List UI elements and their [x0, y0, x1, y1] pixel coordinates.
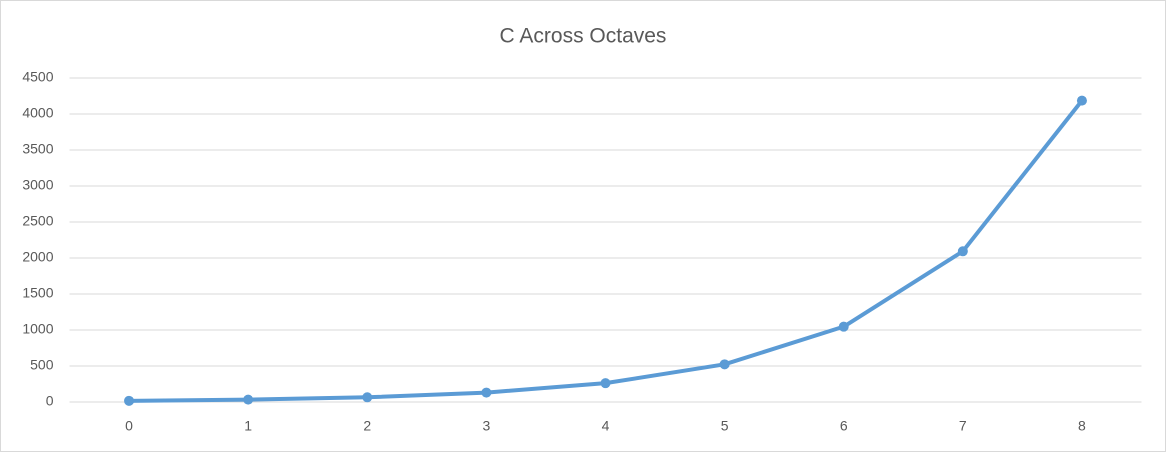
chart-title: C Across Octaves [500, 25, 667, 48]
y-tick-label: 3500 [22, 141, 53, 157]
data-point [481, 387, 492, 398]
x-tick-label: 1 [244, 418, 252, 434]
data-point [243, 394, 254, 405]
x-tick-label: 2 [363, 418, 371, 434]
x-tick-label: 6 [840, 418, 848, 434]
x-tick-label: 4 [602, 418, 610, 434]
data-point [1076, 95, 1087, 106]
data-point [957, 246, 968, 257]
x-tick-label: 7 [959, 418, 967, 434]
y-tick-label: 4500 [22, 69, 53, 85]
data-point [838, 321, 849, 332]
y-tick-label: 1500 [22, 285, 53, 301]
y-tick-label: 0 [46, 393, 54, 409]
data-point [124, 395, 135, 406]
y-tick-label: 2500 [22, 213, 53, 229]
y-tick-label: 4000 [22, 105, 53, 121]
x-tick-label: 3 [482, 418, 490, 434]
x-tick-label: 0 [125, 418, 133, 434]
data-point [362, 392, 373, 403]
data-point [719, 359, 730, 370]
data-point [600, 378, 611, 389]
y-tick-label: 3000 [22, 177, 53, 193]
y-tick-label: 500 [30, 357, 54, 373]
y-tick-label: 2000 [22, 249, 53, 265]
x-tick-label: 5 [721, 418, 729, 434]
y-tick-label: 1000 [22, 321, 53, 337]
x-tick-label: 8 [1078, 418, 1086, 434]
